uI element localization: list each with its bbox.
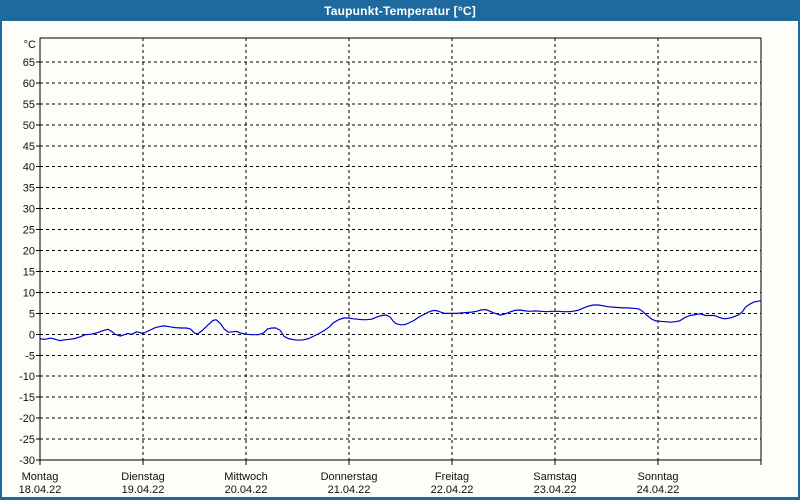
x-axis-date-label: 20.04.22 (225, 484, 268, 496)
plot-border (39, 37, 762, 461)
y-axis-tick-label: -20 (19, 413, 35, 425)
x-axis-day-label: Samstag (533, 471, 576, 483)
y-axis-tick-label: 55 (23, 99, 35, 111)
y-axis-tick-label: -15 (19, 392, 35, 404)
x-axis-day-label: Mittwoch (224, 471, 267, 483)
x-axis-day-label: Dienstag (121, 471, 164, 483)
y-axis-tick-label: 5 (29, 308, 35, 320)
y-axis-tick-label: 25 (23, 225, 35, 237)
y-axis-tick-label: 20 (23, 246, 35, 258)
y-axis-tick-label: 0 (29, 329, 35, 341)
y-axis-tick-label: -25 (19, 434, 35, 446)
window-border-bottom (0, 497, 800, 500)
y-axis-tick-label: 60 (23, 78, 35, 90)
x-axis-date-label: 18.04.22 (19, 484, 62, 496)
y-axis-tick-label: -30 (19, 455, 35, 467)
y-axis-tick-label: -5 (25, 350, 35, 362)
x-axis-date-label: 19.04.22 (122, 484, 165, 496)
x-axis-day-label: Donnerstag (321, 471, 378, 483)
x-axis-day-label: Montag (22, 471, 59, 483)
window-border-right (798, 21, 800, 500)
window-border-left (0, 21, 2, 500)
y-axis-tick-label: 50 (23, 120, 35, 132)
x-axis-date-label: 21.04.22 (328, 484, 371, 496)
y-axis-tick-label: 10 (23, 287, 35, 299)
y-axis-tick-label: -10 (19, 371, 35, 383)
y-axis-unit-label: °C (24, 39, 36, 51)
x-axis-day-label: Sonntag (638, 471, 679, 483)
x-axis-date-label: 22.04.22 (431, 484, 474, 496)
y-axis-tick-label: 65 (23, 57, 35, 69)
x-axis-date-label: 23.04.22 (534, 484, 577, 496)
x-axis-day-label: Freitag (435, 471, 469, 483)
temperature-line (39, 300, 762, 342)
y-axis-tick-label: 35 (23, 183, 35, 195)
y-axis-tick-label: 40 (23, 162, 35, 174)
window-title: Taupunkt-Temperatur [°C] (324, 3, 476, 18)
y-axis-tick-label: 45 (23, 141, 35, 153)
x-axis-date-label: 24.04.22 (637, 484, 680, 496)
window-title-bar: Taupunkt-Temperatur [°C] (0, 0, 800, 21)
y-axis-tick-label: 30 (23, 204, 35, 216)
y-axis-tick-label: 15 (23, 266, 35, 278)
